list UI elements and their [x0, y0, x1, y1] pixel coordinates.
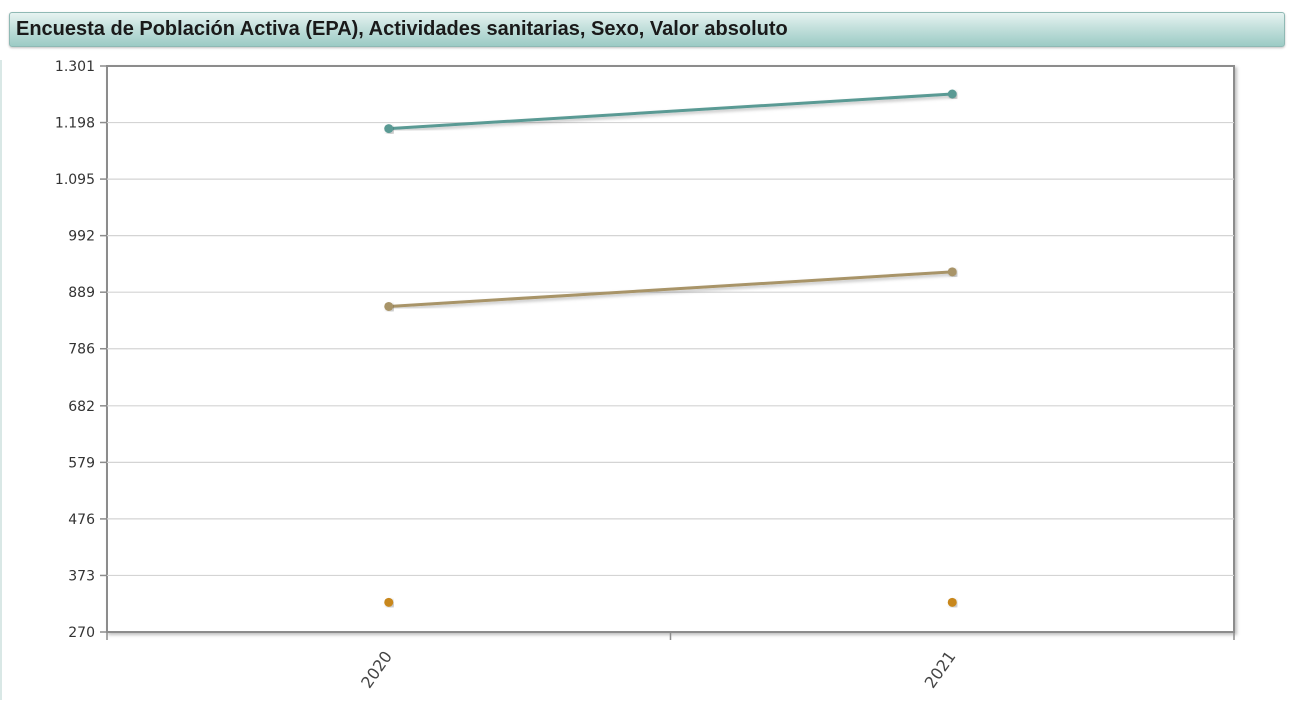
- y-axis: 270 373 476 579 682 786 889 992 1.095 1.198 1.301: [55, 59, 107, 641]
- chart-title: Encuesta de Población Activa (EPA), Acti…: [16, 18, 788, 40]
- y-tick-label: 682: [68, 399, 95, 415]
- series-line: [387, 92, 954, 131]
- left-border: [0, 60, 2, 700]
- x-tick-label: 2021: [921, 647, 960, 691]
- data-point: [947, 267, 957, 277]
- chart-title-bar: Encuesta de Población Activa (EPA), Acti…: [9, 12, 1285, 47]
- y-tick-label: 373: [68, 568, 95, 584]
- series-line: [387, 270, 954, 308]
- y-tick-label: 1.198: [55, 116, 95, 132]
- data-point: [384, 301, 394, 311]
- y-tick-label: 889: [68, 285, 95, 301]
- y-tick-label: 786: [68, 342, 95, 358]
- y-tick-label: 270: [68, 625, 95, 641]
- x-axis: 2020 2021: [106, 632, 1235, 692]
- y-tick-label: 579: [68, 455, 95, 471]
- y-tick-label: 992: [68, 229, 95, 245]
- series-group: [384, 89, 957, 607]
- data-point: [947, 89, 957, 99]
- data-point: [947, 597, 957, 607]
- y-tick-label: 476: [68, 512, 95, 528]
- gridlines: [107, 121, 1234, 577]
- x-tick-label: 2020: [357, 647, 396, 691]
- y-tick-label: 1.095: [55, 172, 95, 188]
- data-point: [384, 124, 394, 134]
- y-tick-label: 1.301: [55, 59, 95, 75]
- data-point: [384, 597, 394, 607]
